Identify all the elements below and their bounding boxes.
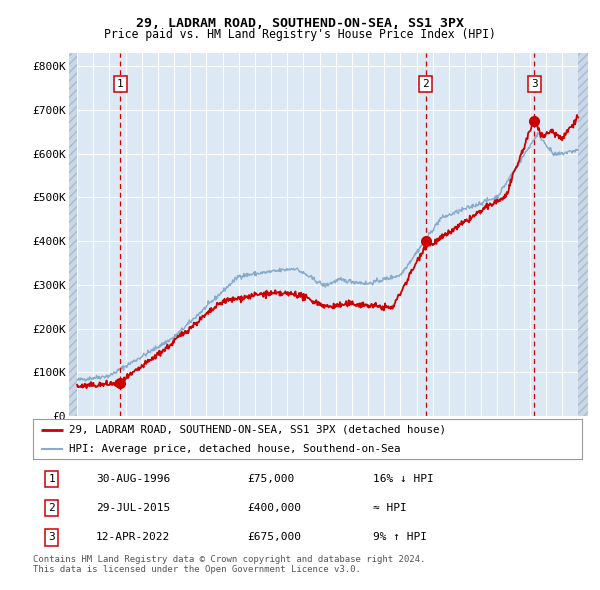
Text: 29-JUL-2015: 29-JUL-2015 <box>96 503 170 513</box>
Text: £75,000: £75,000 <box>247 474 295 484</box>
Text: 3: 3 <box>48 533 55 542</box>
Text: 3: 3 <box>531 78 538 88</box>
Text: 30-AUG-1996: 30-AUG-1996 <box>96 474 170 484</box>
Text: 29, LADRAM ROAD, SOUTHEND-ON-SEA, SS1 3PX (detached house): 29, LADRAM ROAD, SOUTHEND-ON-SEA, SS1 3P… <box>68 425 446 435</box>
Text: 1: 1 <box>48 474 55 484</box>
Text: Contains HM Land Registry data © Crown copyright and database right 2024.
This d: Contains HM Land Registry data © Crown c… <box>33 555 425 574</box>
Bar <box>69 53 77 416</box>
Text: ≈ HPI: ≈ HPI <box>373 503 407 513</box>
Text: 29, LADRAM ROAD, SOUTHEND-ON-SEA, SS1 3PX: 29, LADRAM ROAD, SOUTHEND-ON-SEA, SS1 3P… <box>136 17 464 30</box>
Text: 12-APR-2022: 12-APR-2022 <box>96 533 170 542</box>
Text: HPI: Average price, detached house, Southend-on-Sea: HPI: Average price, detached house, Sout… <box>68 444 400 454</box>
Text: Price paid vs. HM Land Registry's House Price Index (HPI): Price paid vs. HM Land Registry's House … <box>104 28 496 41</box>
Text: £400,000: £400,000 <box>247 503 301 513</box>
Text: 2: 2 <box>422 78 429 88</box>
Text: 9% ↑ HPI: 9% ↑ HPI <box>373 533 427 542</box>
Bar <box>578 53 588 416</box>
Text: 2: 2 <box>48 503 55 513</box>
Text: £675,000: £675,000 <box>247 533 301 542</box>
Text: 16% ↓ HPI: 16% ↓ HPI <box>373 474 434 484</box>
Text: 1: 1 <box>117 78 124 88</box>
